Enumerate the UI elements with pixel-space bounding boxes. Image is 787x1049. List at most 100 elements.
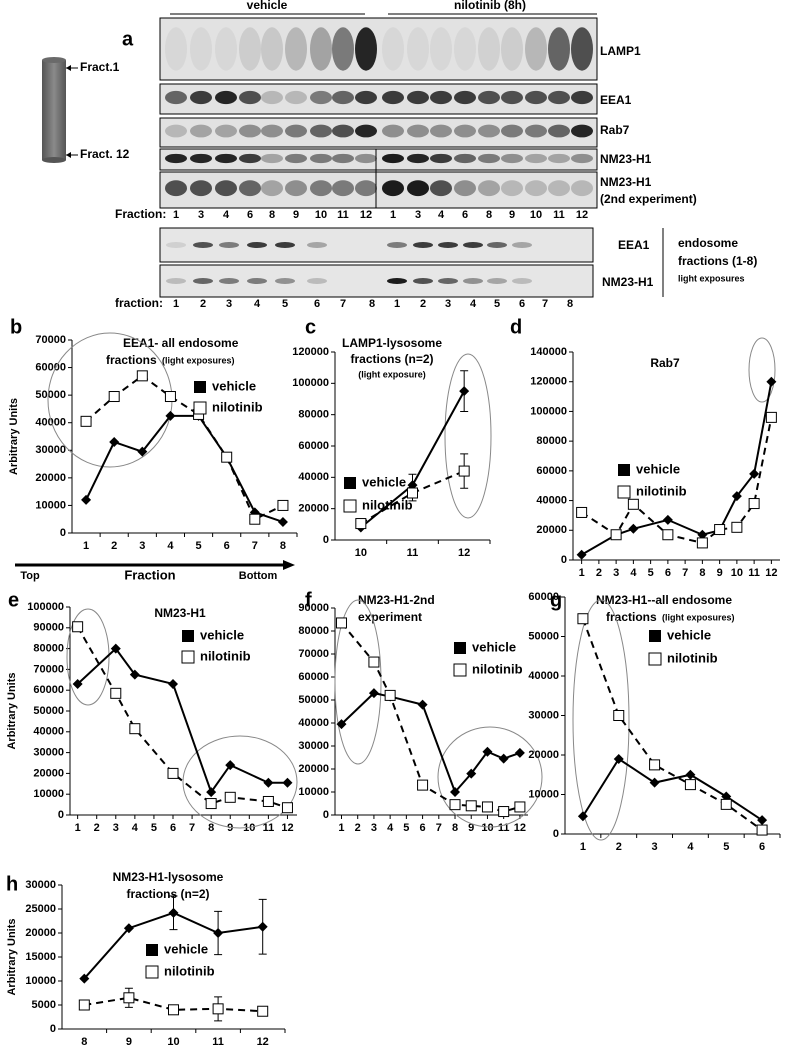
lane-label: 11 bbox=[337, 209, 349, 221]
y-tick-label: 60000 bbox=[33, 684, 64, 696]
y-tick-label: 100000 bbox=[27, 601, 64, 613]
blot-band bbox=[501, 153, 523, 164]
blot-band bbox=[512, 242, 532, 248]
blot-band bbox=[571, 27, 593, 71]
marker bbox=[748, 498, 760, 510]
x-tick-label: 11 bbox=[407, 547, 419, 559]
marker bbox=[749, 468, 760, 479]
marker bbox=[263, 777, 274, 788]
legend-swatch bbox=[181, 650, 195, 664]
arrow-head bbox=[66, 65, 71, 71]
y-tick-label: 0 bbox=[323, 809, 329, 821]
y-tick-label: 120000 bbox=[530, 376, 567, 388]
y-tick-label: 10000 bbox=[33, 788, 64, 800]
group-label: vehicle bbox=[247, 0, 288, 12]
marker bbox=[613, 710, 625, 721]
endosome-note: endosome bbox=[678, 236, 738, 250]
y-tick-label: 25000 bbox=[25, 903, 56, 915]
panel-letter: b bbox=[10, 316, 22, 338]
y-tick-label: 120000 bbox=[292, 346, 329, 358]
blot-band bbox=[165, 180, 187, 197]
legend-label: nilotinib bbox=[200, 648, 251, 663]
blot-band bbox=[215, 153, 237, 164]
blot bbox=[159, 227, 594, 263]
blot-band bbox=[430, 180, 452, 197]
legend-label: vehicle bbox=[164, 941, 208, 956]
blot-band bbox=[407, 124, 429, 138]
blot-band bbox=[355, 90, 377, 105]
blot-band bbox=[355, 180, 377, 197]
blot-band bbox=[407, 153, 429, 164]
x-tick-label: 9 bbox=[468, 822, 474, 834]
marker bbox=[731, 491, 742, 502]
y-axis-label: Arbitrary Units bbox=[6, 672, 18, 749]
marker bbox=[417, 779, 429, 791]
marker bbox=[224, 791, 236, 803]
y-tick-label: 60000 bbox=[536, 465, 567, 477]
legend-label: vehicle bbox=[667, 627, 711, 642]
blot-band bbox=[166, 278, 186, 284]
lane-label: 5 bbox=[282, 298, 288, 310]
x-tick-label: 3 bbox=[113, 822, 119, 834]
panel-letter: h bbox=[6, 873, 18, 895]
blot-band bbox=[190, 180, 212, 197]
blot-band bbox=[382, 124, 404, 138]
lane-label: 3 bbox=[415, 209, 421, 221]
blot-band bbox=[190, 124, 212, 138]
legend-swatch bbox=[182, 630, 194, 642]
blot-band bbox=[413, 242, 433, 248]
marker bbox=[696, 537, 708, 549]
x-tick-label: 2 bbox=[111, 540, 117, 552]
marker bbox=[282, 777, 293, 788]
y-tick-label: 10000 bbox=[25, 975, 56, 987]
y-tick-label: 20000 bbox=[298, 503, 329, 515]
blot-band bbox=[478, 90, 500, 105]
legend-swatch bbox=[193, 401, 207, 415]
blot-band bbox=[165, 27, 187, 71]
x-tick-label: 9 bbox=[126, 1036, 132, 1048]
legend-swatch bbox=[618, 464, 630, 476]
highlight-ellipse bbox=[572, 599, 630, 841]
y-tick-label: 40000 bbox=[33, 726, 64, 738]
y-tick-label: 0 bbox=[553, 828, 559, 840]
x-tick-label: 2 bbox=[596, 567, 602, 579]
tube-bottom bbox=[42, 157, 66, 163]
y-tick-label: 10000 bbox=[298, 786, 329, 798]
blot-band bbox=[285, 153, 307, 164]
blot-band bbox=[413, 278, 433, 284]
marker bbox=[168, 907, 179, 918]
row-label: EEA1 bbox=[600, 93, 632, 107]
row-label: EEA1 bbox=[618, 238, 650, 252]
row-label: LAMP1 bbox=[600, 44, 641, 58]
marker bbox=[167, 767, 179, 779]
marker bbox=[72, 678, 83, 689]
blot-band bbox=[247, 242, 267, 248]
row-note: (2nd experiment) bbox=[600, 192, 697, 206]
y-tick-label: 0 bbox=[561, 554, 567, 566]
y-tick-label: 20000 bbox=[298, 763, 329, 775]
blot-band bbox=[332, 124, 354, 138]
marker bbox=[714, 524, 726, 536]
y-axis-label: Arbitrary Units bbox=[6, 918, 18, 995]
y-tick-label: 20000 bbox=[35, 472, 66, 484]
blot-band bbox=[430, 90, 452, 105]
marker bbox=[262, 795, 274, 807]
fraction-label: fraction: bbox=[115, 296, 163, 310]
blot-band bbox=[478, 153, 500, 164]
y-tick-label: 5000 bbox=[32, 999, 56, 1011]
legend-swatch bbox=[344, 477, 356, 489]
marker bbox=[80, 415, 92, 427]
marker bbox=[123, 992, 135, 1004]
blot-band bbox=[307, 278, 327, 284]
blot-band bbox=[387, 278, 407, 284]
blot-band bbox=[190, 27, 212, 71]
marker bbox=[221, 451, 233, 463]
lane-label: 4 bbox=[223, 209, 230, 221]
marker bbox=[458, 465, 470, 477]
legend-swatch bbox=[145, 965, 159, 979]
marker bbox=[465, 800, 477, 812]
blot-band bbox=[454, 124, 476, 138]
blot-band bbox=[382, 180, 404, 197]
x-tick-label: 6 bbox=[420, 822, 426, 834]
chart-title: EEA1- all endosome bbox=[123, 336, 239, 350]
